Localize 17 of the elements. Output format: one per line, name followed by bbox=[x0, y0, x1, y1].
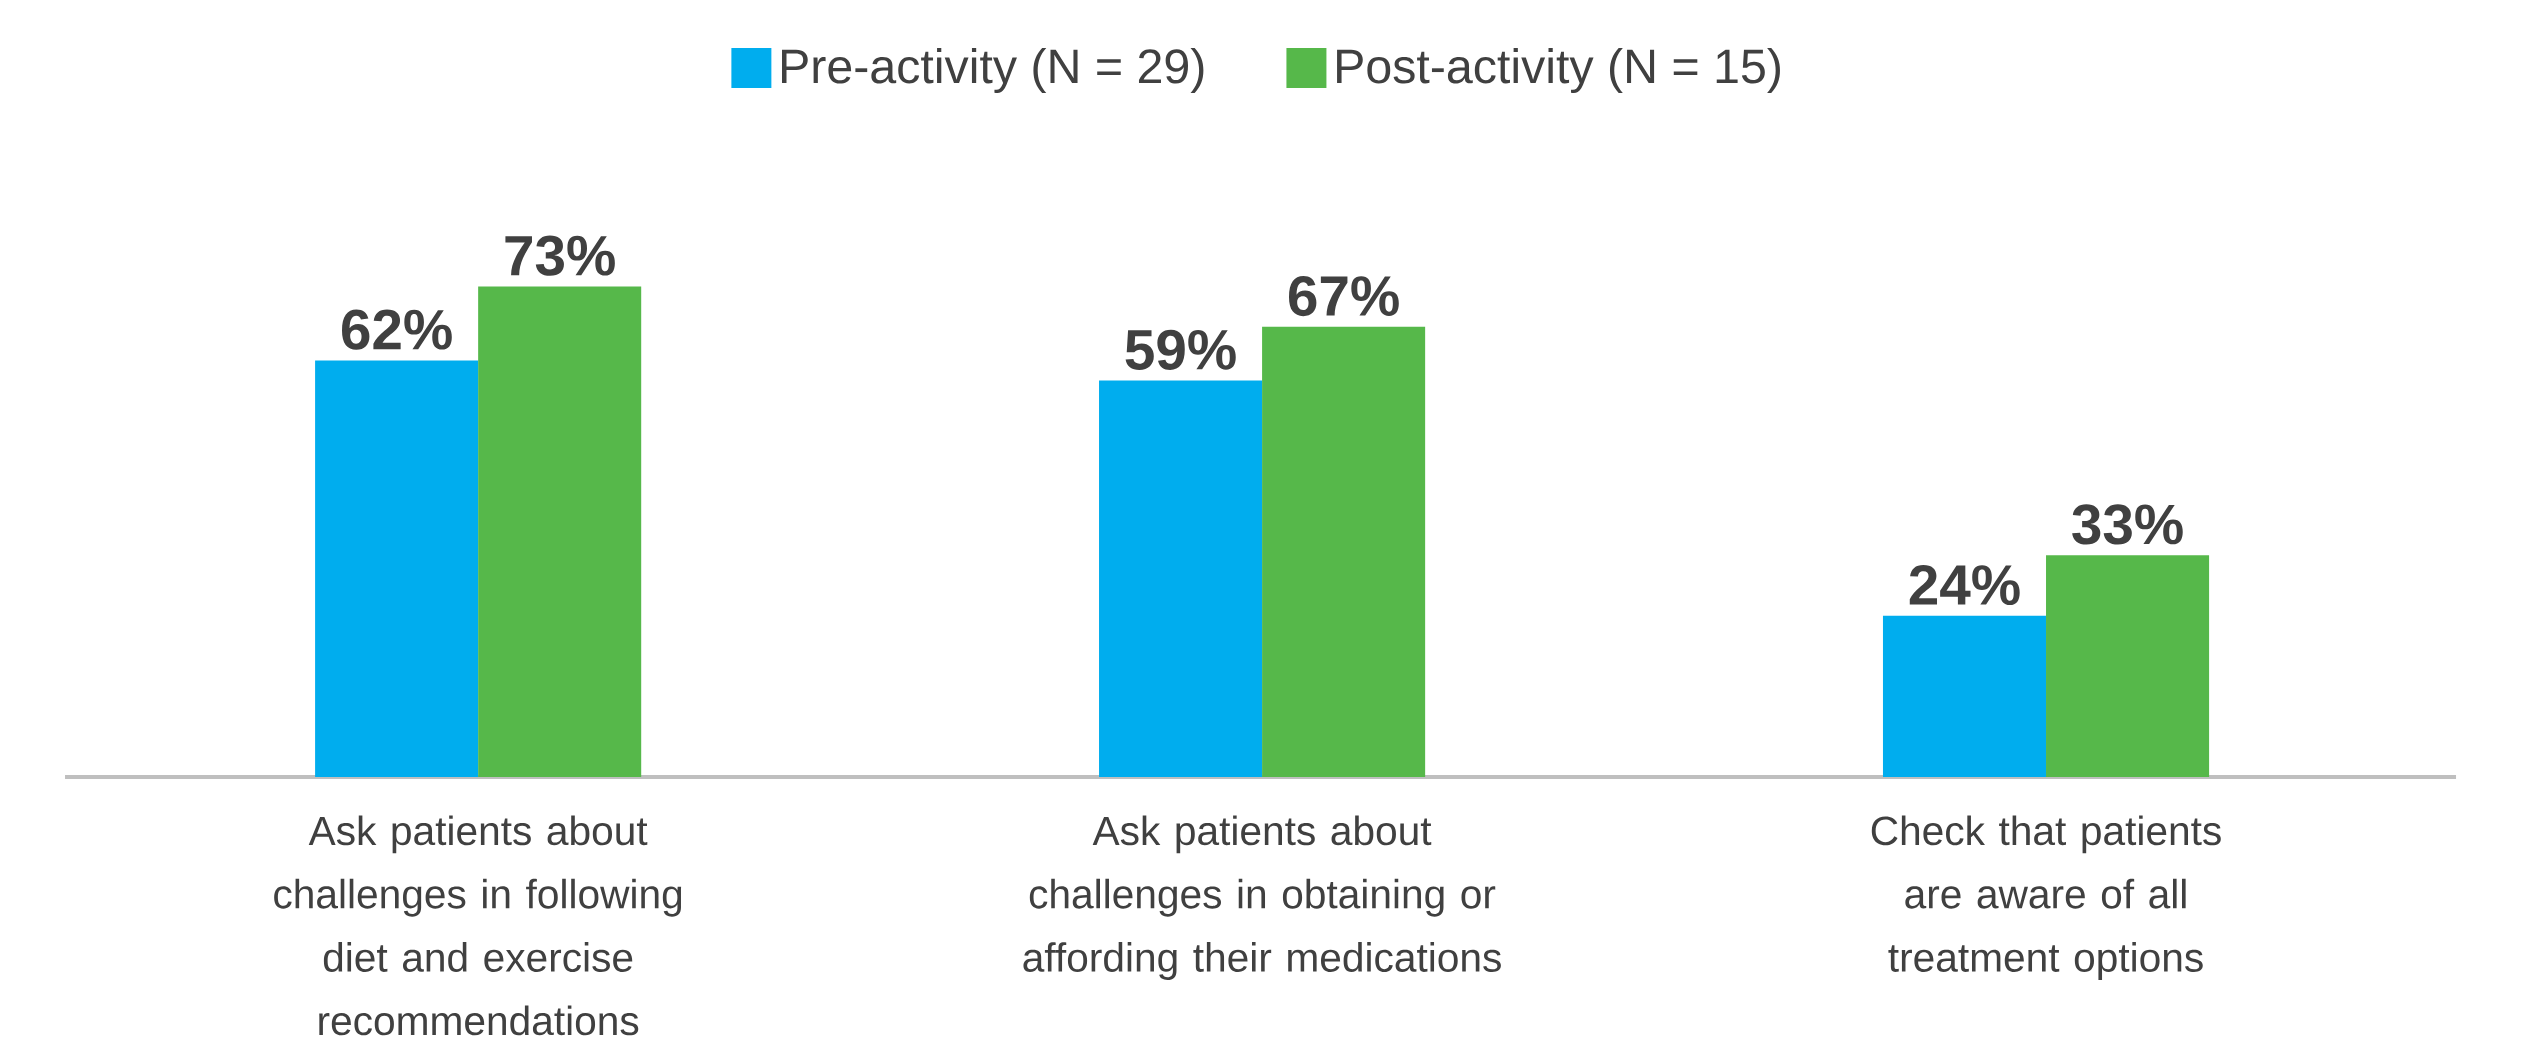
legend-label: Post-activity (N = 15) bbox=[1337, 48, 1780, 94]
bar bbox=[315, 360, 479, 777]
data-label: 73% bbox=[505, 235, 615, 276]
data-label: 59% bbox=[1125, 329, 1236, 370]
data-label: 67% bbox=[1289, 276, 1399, 317]
x-tick-label: Ask patients about challenges in obtaining or affording their medications bbox=[1023, 815, 1501, 980]
data-label: 24% bbox=[1909, 565, 2020, 606]
legend-label: Pre-activity (N = 29) bbox=[782, 48, 1204, 94]
data-label: 33% bbox=[2072, 504, 2183, 545]
data-label: 62% bbox=[342, 309, 452, 350]
bar bbox=[1262, 326, 1426, 777]
x-tick-label: Ask patients about challenges in following diet and exercise recommendations bbox=[274, 815, 682, 1036]
bar bbox=[2046, 555, 2210, 777]
bar bbox=[478, 286, 642, 777]
bar bbox=[1099, 380, 1263, 777]
bar bbox=[1882, 615, 2047, 777]
x-tick-label: Check that patients are aware of all treatment options bbox=[1871, 815, 2221, 980]
